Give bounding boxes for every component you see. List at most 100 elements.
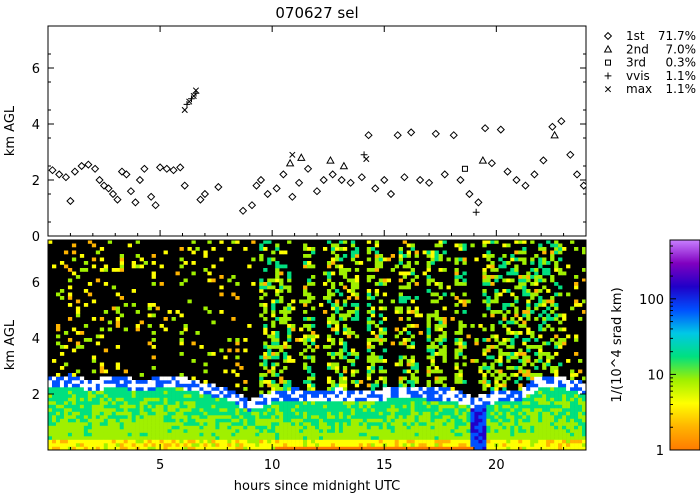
- heatmap-cell: [434, 380, 439, 384]
- heatmap-cell: [283, 250, 288, 255]
- heatmap-cell: [247, 415, 252, 419]
- heatmap-cell: [115, 422, 121, 426]
- heatmap-cell: [263, 352, 268, 356]
- heatmap-cell: [139, 408, 144, 412]
- heatmap-cell: [87, 411, 93, 416]
- heatmap-cell: [570, 429, 575, 433]
- heatmap-cell: [474, 411, 479, 416]
- heatmap-cell: [370, 352, 376, 356]
- heatmap-cell: [115, 436, 121, 440]
- heatmap-cell: [267, 278, 272, 283]
- heatmap-cell: [91, 443, 97, 447]
- heatmap-cell: [139, 264, 144, 269]
- heatmap-cell: [370, 443, 376, 447]
- heatmap-cell: [398, 408, 403, 412]
- heatmap-cell: [99, 369, 105, 374]
- heatmap-cell: [91, 439, 97, 444]
- heatmap-cell: [482, 366, 487, 370]
- heatmap-cell: [48, 446, 53, 450]
- heatmap-cell: [103, 425, 109, 430]
- heatmap-cell: [163, 422, 168, 426]
- heatmap-cell: [251, 257, 256, 262]
- heatmap-cell: [506, 310, 511, 314]
- heatmap-cell: [346, 439, 352, 444]
- heatmap-cell: [574, 338, 579, 342]
- heatmap-cell: [163, 408, 168, 412]
- heatmap-cell: [183, 432, 188, 437]
- heatmap-cell: [235, 411, 240, 416]
- heatmap-cell: [67, 443, 73, 447]
- heatmap-cell: [303, 348, 308, 353]
- heatmap-cell: [87, 292, 93, 297]
- heatmap-cell: [63, 415, 69, 419]
- heatmap-cell: [326, 352, 332, 356]
- heatmap-cell: [366, 411, 372, 416]
- heatmap-cell: [438, 411, 443, 416]
- heatmap-cell: [183, 446, 188, 450]
- heatmap-cell: [330, 397, 336, 402]
- heatmap-cell: [227, 425, 232, 430]
- heatmap-cell: [462, 271, 467, 276]
- heatmap-cell: [87, 418, 93, 423]
- heatmap-cell: [422, 394, 427, 398]
- heatmap-cell: [342, 425, 348, 430]
- heatmap-cell: [115, 418, 121, 423]
- heatmap-cell: [227, 247, 232, 251]
- heatmap-cell: [370, 247, 376, 251]
- heatmap-cell: [542, 257, 547, 262]
- heatmap-cell: [538, 422, 543, 426]
- heatmap-cell: [454, 348, 459, 353]
- heatmap-cell: [474, 425, 479, 430]
- heatmap-cell: [478, 324, 483, 328]
- heatmap-cell: [203, 401, 208, 405]
- heatmap-cell: [526, 404, 531, 409]
- heatmap-cell: [494, 418, 499, 423]
- heatmap-cell: [48, 436, 53, 440]
- heatmap-cell: [370, 415, 376, 419]
- heatmap-cell: [63, 264, 69, 269]
- heatmap-cell: [195, 425, 200, 430]
- heatmap-cell: [534, 317, 539, 321]
- heatmap-cell: [207, 439, 212, 444]
- heatmap-cell: [71, 373, 77, 377]
- heatmap-cell: [143, 390, 148, 395]
- heatmap-cell: [538, 247, 543, 251]
- heatmap-cell: [490, 429, 495, 433]
- heatmap-cell: [482, 397, 487, 402]
- heatmap-cell: [362, 404, 368, 409]
- heatmap-cell: [334, 243, 340, 248]
- heatmap-cell: [542, 327, 547, 332]
- heatmap-cell: [554, 429, 559, 433]
- heatmap-cell: [530, 261, 535, 265]
- heatmap-cell: [410, 443, 415, 447]
- heatmap-cell: [342, 366, 348, 370]
- heatmap-cell: [582, 446, 586, 450]
- heatmap-cell: [243, 408, 248, 412]
- heatmap-cell: [151, 387, 156, 391]
- heatmap-cell: [482, 443, 487, 447]
- heatmap-cell: [207, 397, 212, 402]
- heatmap-cell: [243, 247, 248, 251]
- heatmap-cell: [494, 275, 499, 279]
- heatmap-cell: [199, 436, 204, 440]
- heatmap-cell: [199, 429, 204, 433]
- heatmap-cell: [498, 429, 503, 433]
- heatmap-cell: [566, 334, 571, 339]
- heatmap-cell: [271, 404, 276, 409]
- heatmap-cell: [530, 387, 535, 391]
- heatmap-cell: [370, 439, 376, 444]
- heatmap-cell: [390, 299, 396, 304]
- heatmap-cell: [366, 296, 372, 300]
- heatmap-cell: [582, 439, 586, 444]
- heatmap-cell: [498, 418, 503, 423]
- heatmap-cell: [366, 345, 372, 349]
- heatmap-cell: [287, 275, 292, 279]
- heatmap-cell: [462, 345, 467, 349]
- heatmap-cell: [426, 397, 431, 402]
- heatmap-cell: [131, 394, 136, 398]
- heatmap-cell: [546, 299, 551, 304]
- heatmap-cell: [267, 334, 272, 339]
- heatmap-cell: [175, 408, 180, 412]
- heatmap-cell: [311, 443, 316, 447]
- heatmap-cell: [422, 418, 427, 423]
